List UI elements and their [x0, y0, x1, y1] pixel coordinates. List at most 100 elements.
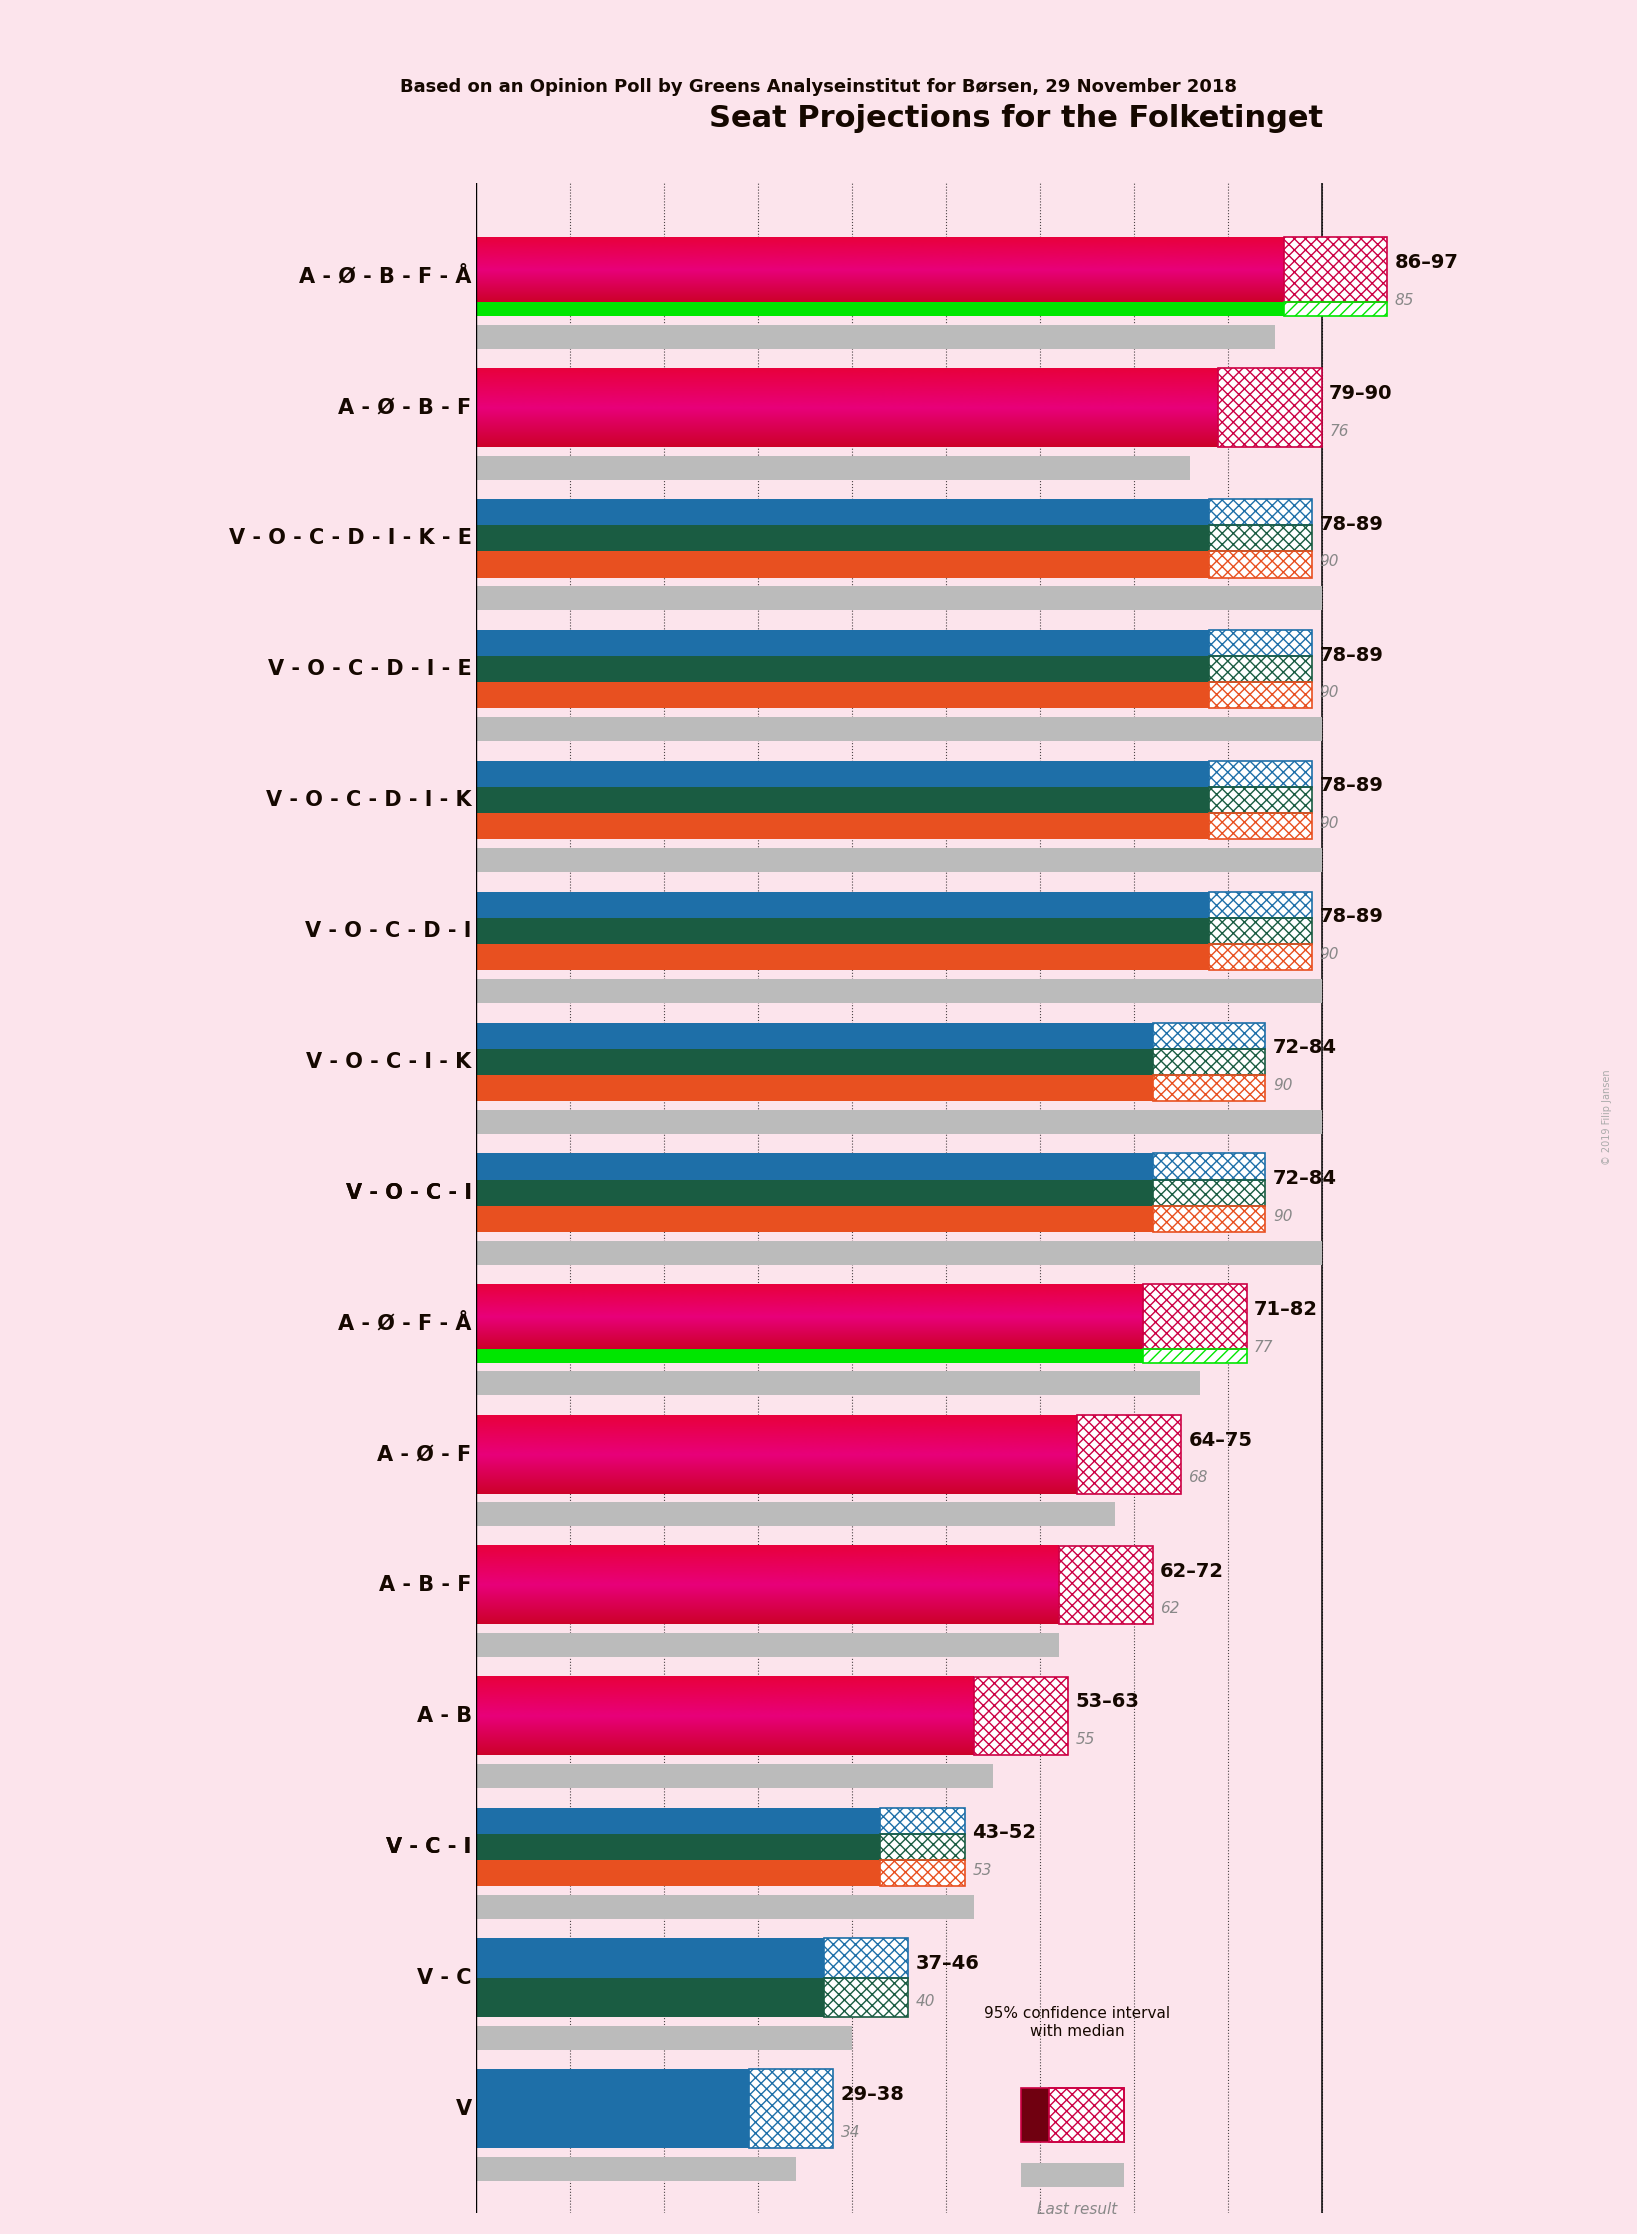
Bar	[476, 1765, 994, 1787]
Bar	[476, 1372, 1200, 1396]
Text: A - Ø - F: A - Ø - F	[378, 1445, 471, 1463]
Bar	[1283, 302, 1388, 315]
Text: 90: 90	[1319, 554, 1339, 570]
Bar	[1021, 2089, 1049, 2142]
Bar	[1283, 237, 1388, 302]
Bar	[476, 786, 1210, 813]
Text: 76: 76	[1329, 424, 1349, 438]
Bar	[476, 1048, 1152, 1075]
Bar	[1210, 630, 1313, 657]
Bar	[1152, 1153, 1265, 1180]
Text: 86–97: 86–97	[1395, 252, 1459, 273]
Bar	[476, 813, 1210, 840]
Bar	[1152, 1023, 1265, 1048]
Text: 78–89: 78–89	[1319, 777, 1383, 795]
Bar	[476, 302, 1283, 315]
Text: 40: 40	[917, 1993, 935, 2008]
Bar	[1210, 945, 1313, 970]
Bar	[476, 1501, 1115, 1526]
Text: V - C - I: V - C - I	[386, 1836, 471, 1856]
Text: A - B - F: A - B - F	[380, 1575, 471, 1595]
Bar	[476, 1939, 823, 1977]
Bar	[823, 1939, 909, 1977]
Bar	[1059, 1546, 1152, 1624]
Text: Last result: Last result	[1038, 2203, 1118, 2218]
Text: 95% confidence interval
with median: 95% confidence interval with median	[984, 2006, 1170, 2040]
Bar	[974, 1678, 1067, 1756]
Bar	[974, 1678, 1067, 1756]
Bar	[1152, 1206, 1265, 1231]
Text: V - O - C - D - I: V - O - C - D - I	[304, 920, 471, 941]
Bar	[476, 2156, 796, 2180]
Bar	[1143, 1285, 1246, 1349]
Text: V - C - I: V - C - I	[386, 1836, 471, 1856]
Bar	[476, 585, 1321, 610]
Bar	[476, 762, 1210, 786]
Text: 90: 90	[1319, 815, 1339, 831]
Bar	[476, 1110, 1321, 1133]
Bar	[1152, 1153, 1265, 1180]
Bar	[476, 498, 1210, 525]
Bar	[1021, 2089, 1125, 2142]
Bar	[1143, 1349, 1246, 1363]
Bar	[1152, 1180, 1265, 1206]
Bar	[1049, 2089, 1125, 2142]
Bar	[1210, 498, 1313, 525]
Bar	[476, 1240, 1321, 1264]
Bar	[476, 1349, 1143, 1363]
Text: V - O - C - D - I - K: V - O - C - D - I - K	[265, 791, 471, 811]
Bar	[823, 1939, 909, 1977]
Bar	[476, 891, 1210, 918]
Bar	[1049, 2089, 1125, 2142]
Text: V - O - C - I: V - O - C - I	[345, 1182, 471, 1202]
Bar	[476, 849, 1321, 871]
Text: V: V	[455, 2098, 471, 2118]
Bar	[1152, 1048, 1265, 1075]
Bar	[1152, 1023, 1265, 1048]
Bar	[1021, 2163, 1125, 2187]
Bar	[1218, 369, 1321, 447]
Text: 78–89: 78–89	[1319, 646, 1383, 663]
Text: 72–84: 72–84	[1274, 1039, 1337, 1057]
Bar	[1077, 1414, 1180, 1495]
Bar	[476, 1075, 1152, 1101]
Bar	[1210, 681, 1313, 708]
Text: 53–63: 53–63	[1076, 1693, 1139, 1711]
Bar	[476, 1023, 1152, 1048]
Bar	[748, 2069, 833, 2147]
Bar	[1152, 1048, 1265, 1075]
Bar	[1210, 918, 1313, 945]
Text: 43–52: 43–52	[972, 1823, 1036, 1843]
Bar	[476, 1977, 823, 2017]
Text: 53: 53	[972, 1863, 992, 1879]
Bar	[1210, 813, 1313, 840]
Text: A - B: A - B	[416, 1707, 471, 1727]
Title: Seat Projections for the Folketinget: Seat Projections for the Folketinget	[709, 105, 1323, 134]
Bar	[1210, 786, 1313, 813]
Bar	[881, 1861, 964, 1885]
Text: 72–84: 72–84	[1274, 1168, 1337, 1188]
Text: 77: 77	[1254, 1340, 1274, 1354]
Bar	[1152, 1206, 1265, 1231]
Text: © 2019 Filip Jansen: © 2019 Filip Jansen	[1603, 1070, 1612, 1164]
Bar	[881, 1834, 964, 1861]
Text: 78–89: 78–89	[1319, 514, 1383, 534]
Bar	[823, 1977, 909, 2017]
Bar	[476, 525, 1210, 552]
Text: 68: 68	[1188, 1470, 1208, 1486]
Bar	[476, 945, 1210, 970]
Text: 90: 90	[1274, 1209, 1292, 1224]
Bar	[1210, 681, 1313, 708]
Bar	[476, 2069, 748, 2147]
Bar	[1210, 525, 1313, 552]
Text: 90: 90	[1319, 947, 1339, 963]
Bar	[1283, 302, 1388, 315]
Bar	[476, 1180, 1152, 1206]
Text: 85: 85	[1395, 293, 1414, 308]
Bar	[1210, 630, 1313, 657]
Bar	[1210, 657, 1313, 681]
Text: 34: 34	[841, 2125, 861, 2140]
Bar	[1143, 1285, 1246, 1349]
Text: 62–72: 62–72	[1161, 1562, 1224, 1579]
Text: 64–75: 64–75	[1188, 1430, 1252, 1450]
